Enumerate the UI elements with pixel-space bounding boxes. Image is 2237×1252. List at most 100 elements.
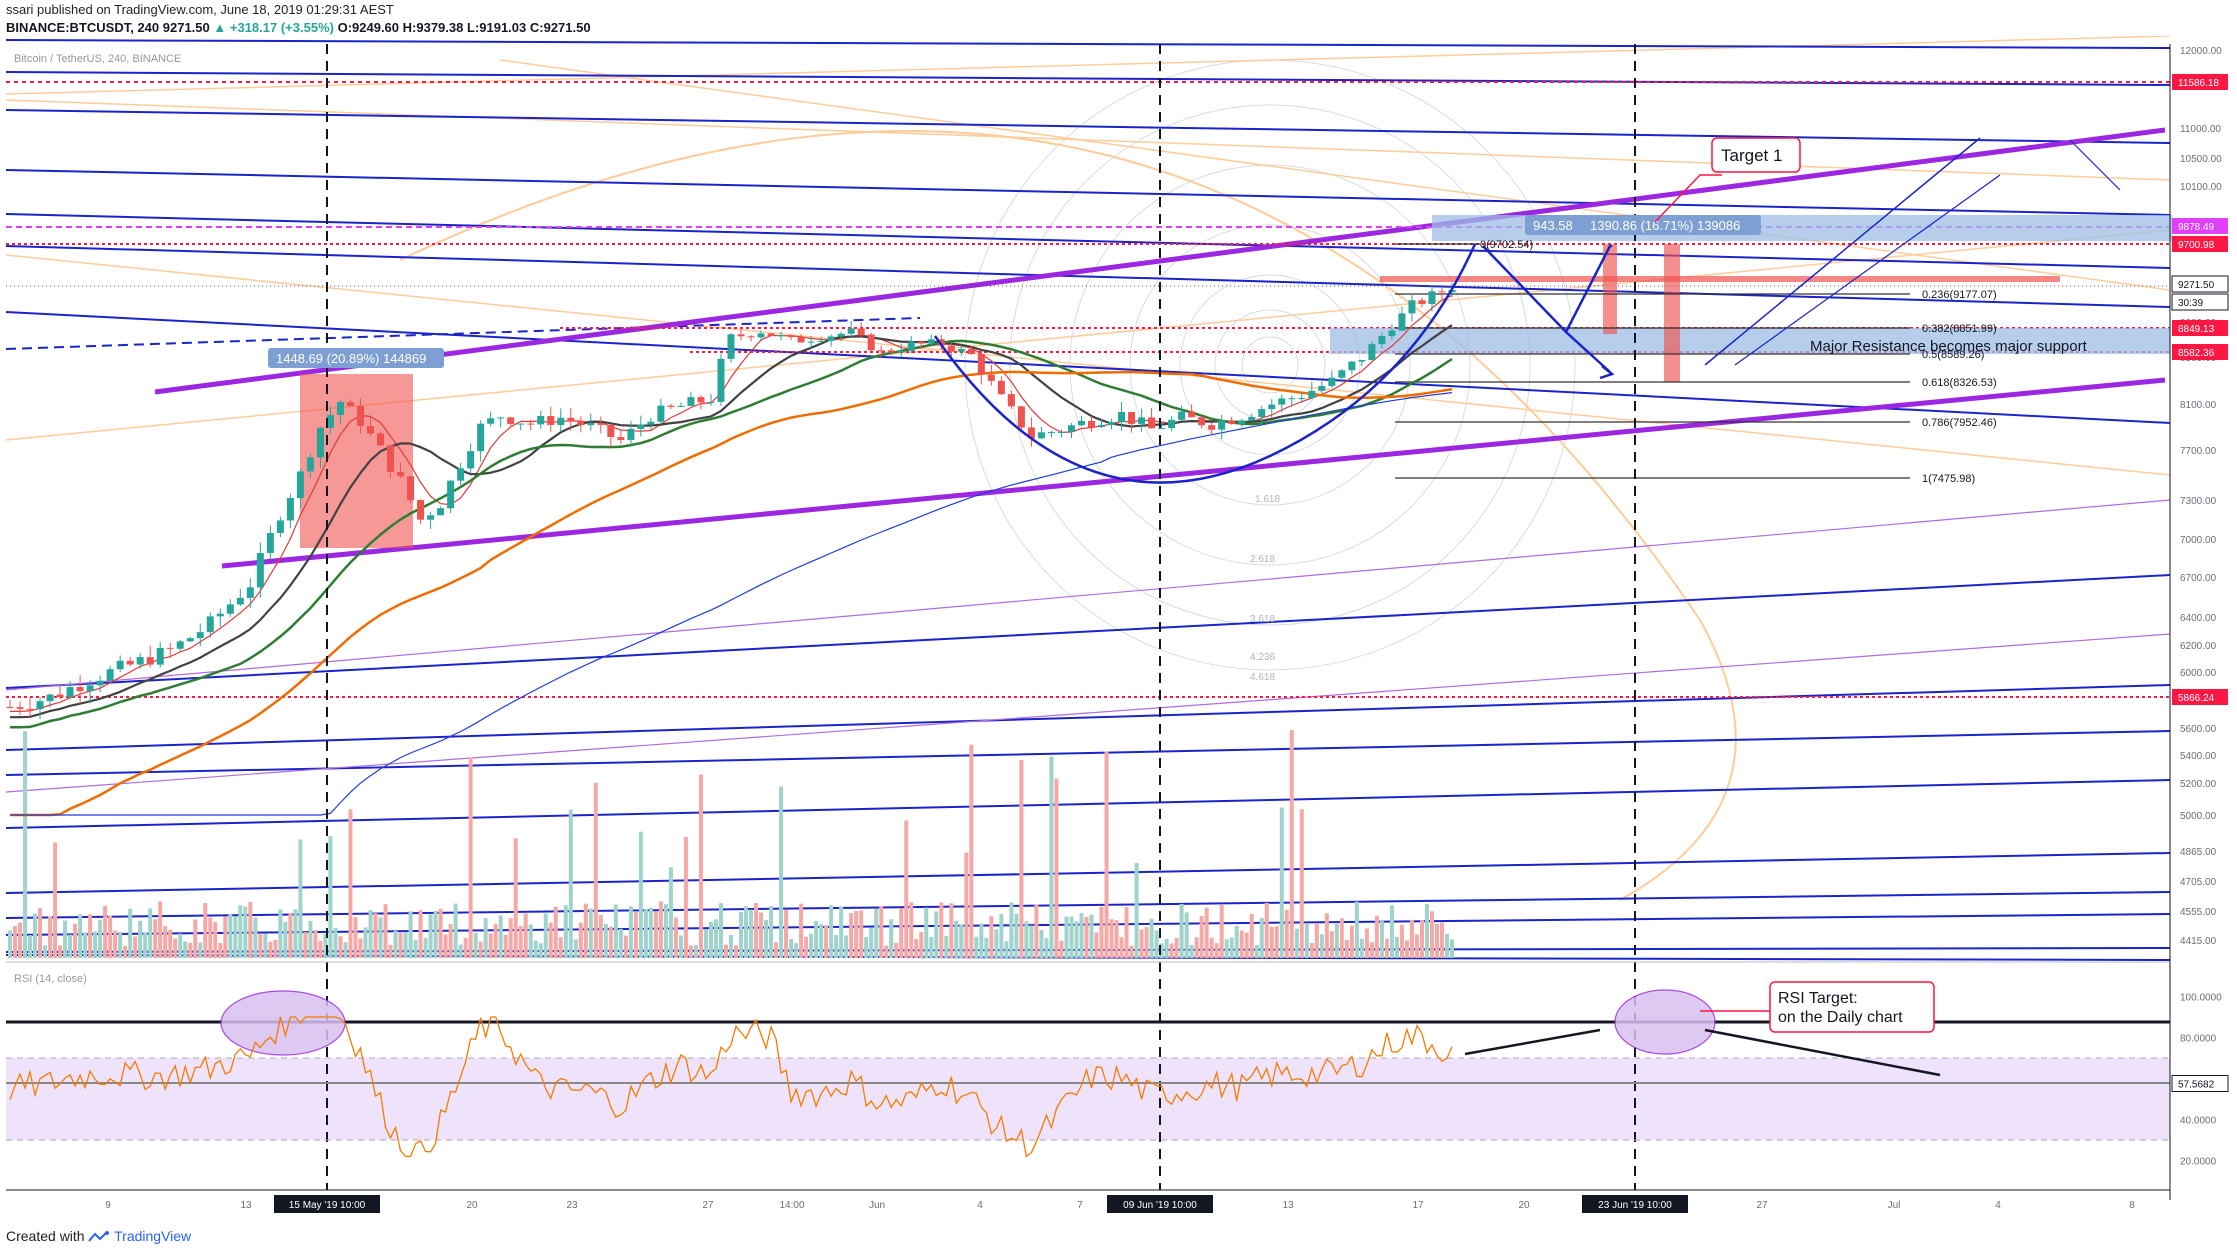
- svg-text:11586.18: 11586.18: [2178, 78, 2219, 89]
- price-change: ▲ +318.17 (+3.55%): [213, 20, 334, 35]
- symbol-name[interactable]: BINANCE:BTCUSDT, 240: [6, 20, 160, 35]
- price-marker: 11586.18: [2172, 74, 2228, 90]
- volume-bar: [323, 933, 328, 958]
- candle: [1198, 415, 1206, 429]
- time-highlight: 09 Jun '19 10:00: [1107, 1195, 1213, 1213]
- volume-bar: [929, 936, 934, 958]
- volume-bar: [1194, 937, 1199, 958]
- candle: [346, 399, 354, 407]
- volume-bar: [1164, 938, 1169, 958]
- chart-title: Bitcoin / TetherUS, 240, BINANCE: [14, 53, 181, 65]
- candle: [1138, 408, 1146, 432]
- volume-bar: [924, 907, 929, 958]
- price-axis-label: 6700.00: [2180, 573, 2217, 584]
- price-axis-label: 6000.00: [2180, 668, 2217, 679]
- volume-bar: [1294, 928, 1299, 958]
- candle: [627, 420, 635, 446]
- volume-bar: [1214, 943, 1219, 958]
- price-axis-label: 4415.00: [2180, 936, 2217, 947]
- time-axis-label: 13: [1282, 1200, 1294, 1211]
- volume-bar: [623, 935, 628, 958]
- svg-text:0.5(8589.26): 0.5(8589.26): [1922, 349, 1984, 361]
- volume-bar: [468, 757, 473, 958]
- volume-bar: [338, 936, 343, 958]
- volume-bar: [413, 939, 418, 958]
- candle: [1118, 402, 1126, 431]
- volume-bar: [478, 941, 483, 958]
- candle: [246, 578, 254, 609]
- candle: [6, 699, 14, 709]
- candle: [186, 636, 194, 642]
- volume-bar: [713, 919, 718, 958]
- candle: [176, 639, 184, 652]
- time-axis-label: 23: [566, 1200, 578, 1211]
- volume-bar: [518, 926, 523, 958]
- rsi-line: [9, 1016, 1453, 1158]
- volume-bar: [668, 867, 673, 958]
- volume-bar: [1269, 926, 1274, 958]
- volume-bar: [43, 945, 48, 958]
- volume-bar: [959, 924, 964, 958]
- rsi-axis: 100.000080.000060.000040.000020.000057.5…: [2171, 993, 2229, 1168]
- volume-bar: [178, 933, 183, 958]
- candle: [286, 493, 294, 529]
- time-axis-label: 14:00: [779, 1200, 804, 1211]
- price-axis-label: 11000.00: [2180, 124, 2221, 135]
- ohlc-high: H:9379.38: [402, 20, 464, 35]
- volume-bar: [939, 902, 944, 958]
- volume-bar: [523, 913, 528, 958]
- candle: [867, 332, 875, 352]
- price-axis-label: 5400.00: [2180, 751, 2217, 762]
- volume-bar: [578, 922, 583, 958]
- volume-bar: [128, 908, 133, 958]
- volume-bar: [253, 917, 258, 958]
- volume-bar: [984, 937, 989, 958]
- volume-bar: [1024, 921, 1029, 958]
- svg-text:0(9702.54): 0(9702.54): [1480, 239, 1533, 251]
- price-chart[interactable]: 12000.0011000.0010500.0010100.009700.008…: [0, 36, 2237, 1224]
- time-axis-label: 8: [2129, 1200, 2135, 1211]
- candle: [86, 679, 94, 704]
- volume-bar: [1259, 917, 1264, 958]
- svg-text:3.618: 3.618: [1250, 614, 1275, 625]
- created-with-label: Created with: [6, 1228, 85, 1244]
- volume-bar: [383, 904, 388, 958]
- candle: [166, 642, 174, 658]
- svg-text:57.5682: 57.5682: [2178, 1079, 2215, 1090]
- candle: [1328, 370, 1336, 389]
- volume-bar: [188, 942, 193, 958]
- candle: [387, 445, 395, 478]
- candle: [136, 652, 144, 669]
- candle: [356, 398, 364, 434]
- candle: [967, 345, 975, 355]
- volume-bar: [148, 908, 153, 958]
- volume-bar: [303, 932, 308, 958]
- price-axis-label: 10500.00: [2180, 154, 2222, 165]
- time-axis[interactable]: 9 13 20 23 27 14:00 Jun 4 7 13 17 20 27 Jul 4 8 15 May …: [6, 1189, 2170, 1213]
- volume-bar: [343, 942, 348, 958]
- candle: [847, 320, 855, 337]
- candle: [777, 331, 785, 341]
- candle: [447, 479, 455, 513]
- volume-bar: [443, 934, 448, 958]
- volume-bar: [48, 916, 53, 958]
- volume-bar: [473, 932, 478, 958]
- volume-bar: [333, 927, 338, 958]
- tradingview-brand[interactable]: TradingView: [114, 1228, 192, 1244]
- candle: [1037, 426, 1045, 439]
- svg-text:09 Jun '19 10:00: 09 Jun '19 10:00: [1123, 1200, 1197, 1211]
- volume-bar: [38, 908, 43, 958]
- volume-bar: [53, 842, 58, 958]
- volume-bar: [113, 930, 118, 958]
- price-axis-label: 8100.00: [2180, 400, 2217, 411]
- volume-bar: [1264, 902, 1269, 958]
- svg-text:1448.69 (20.89%) 144869: 1448.69 (20.89%) 144869: [276, 351, 426, 366]
- volume-bar: [734, 945, 739, 958]
- candle: [937, 334, 945, 351]
- volume-bar: [1099, 906, 1104, 958]
- time-axis-label: 27: [1756, 1200, 1768, 1211]
- volume-bar: [1109, 919, 1114, 958]
- volume-bars: [8, 730, 1454, 958]
- price-axis[interactable]: 12000.0011000.0010500.0010100.009700.008…: [2169, 44, 2229, 1200]
- candle: [927, 334, 935, 347]
